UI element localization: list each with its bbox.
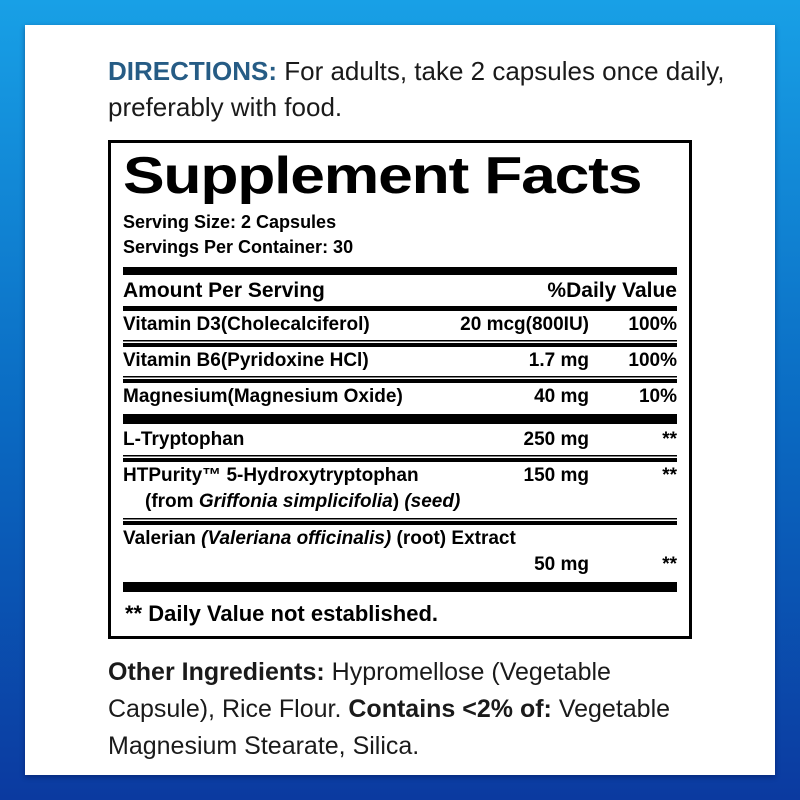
nutrient-dv: ** — [662, 429, 677, 451]
table-row-valerian: Valerian (Valeriana officinalis) (root) … — [123, 525, 677, 554]
nutrient-dv: 100% — [628, 314, 677, 336]
column-amount-per-serving: Amount Per Serving — [123, 279, 325, 303]
table-row-htpurity-source: (from Griffonia simplicifolia) (seed) — [145, 491, 461, 513]
divider-thick — [123, 414, 677, 425]
nutrient-amount: 250 mg — [523, 429, 589, 451]
other-ingredients-text-1: Hypromellose (Vegetable Capsule), Rice F… — [108, 658, 611, 724]
directions-text: For adults, take 2 capsules once daily, … — [108, 56, 725, 123]
nutrient-amount: 20 mcg(800IU) — [460, 314, 589, 336]
supplement-facts-panel: Supplement Facts Serving Size: 2 Capsule… — [108, 139, 692, 640]
nutrient-dv: ** — [662, 465, 677, 487]
serving-size: Serving Size: 2 Capsules — [123, 211, 337, 232]
other-ingredients: Other Ingredients: Hypromellose (Vegetab… — [108, 654, 720, 765]
nutrient-dv: ** — [662, 554, 677, 576]
nutrient-amount: 50 mg — [534, 554, 589, 576]
divider-double — [123, 455, 677, 463]
divider-double — [123, 376, 677, 384]
divider-double — [123, 518, 677, 526]
nutrient-amount: 150 mg — [523, 465, 589, 487]
table-row-l-tryptophan: L-Tryptophan 250 mg ** — [123, 426, 677, 455]
table-row-magnesium: Magnesium(Magnesium Oxide) 40 mg 10% — [123, 383, 677, 412]
daily-value-footnote: ** Daily Value not established. — [125, 601, 438, 627]
nutrient-dv: 10% — [638, 386, 677, 408]
column-daily-value: %Daily Value — [547, 279, 677, 303]
divider-double — [123, 340, 677, 348]
table-row-vitamin-d3: Vitamin D3(Cholecalciferol) 20 mcg(800IU… — [123, 311, 677, 340]
nutrient-amount: 1.7 mg — [528, 350, 589, 372]
panel-title: Supplement Facts — [123, 146, 642, 205]
table-header: Amount Per Serving %Daily Value — [123, 275, 677, 306]
nutrient-dv: 100% — [628, 350, 677, 372]
other-ingredients-text-2: Vegetable Magnesium Stearate, Silica. — [108, 695, 671, 761]
other-ingredients-label: Other Ingredients: — [108, 658, 325, 687]
nutrient-name: HTPurity™ 5-Hydroxytryptophan — [123, 465, 419, 487]
contains-label: Contains <2% of: — [348, 695, 552, 724]
divider-medium — [123, 306, 677, 312]
servings-per-container: Servings Per Container: 30 — [123, 237, 354, 258]
nutrient-name: Magnesium(Magnesium Oxide) — [123, 386, 403, 408]
nutrient-name: L-Tryptophan — [123, 429, 245, 451]
table-row-htpurity: HTPurity™ 5-Hydroxytryptophan 150 mg ** — [123, 462, 677, 491]
label-panel: DIRECTIONS: For adults, take 2 capsules … — [25, 25, 775, 775]
nutrient-amount: 40 mg — [534, 386, 589, 408]
table-row-valerian-values: 50 mg ** — [123, 554, 677, 580]
nutrient-name: Valerian (Valeriana officinalis) (root) … — [123, 528, 516, 550]
divider-thick — [123, 267, 677, 276]
directions: DIRECTIONS: For adults, take 2 capsules … — [108, 53, 733, 126]
directions-label: DIRECTIONS: — [108, 56, 277, 86]
nutrient-name: Vitamin B6(Pyridoxine HCl) — [123, 350, 369, 372]
table-row-vitamin-b6: Vitamin B6(Pyridoxine HCl) 1.7 mg 100% — [123, 347, 677, 376]
nutrient-name: Vitamin D3(Cholecalciferol) — [123, 314, 370, 336]
divider-thick — [123, 582, 677, 593]
